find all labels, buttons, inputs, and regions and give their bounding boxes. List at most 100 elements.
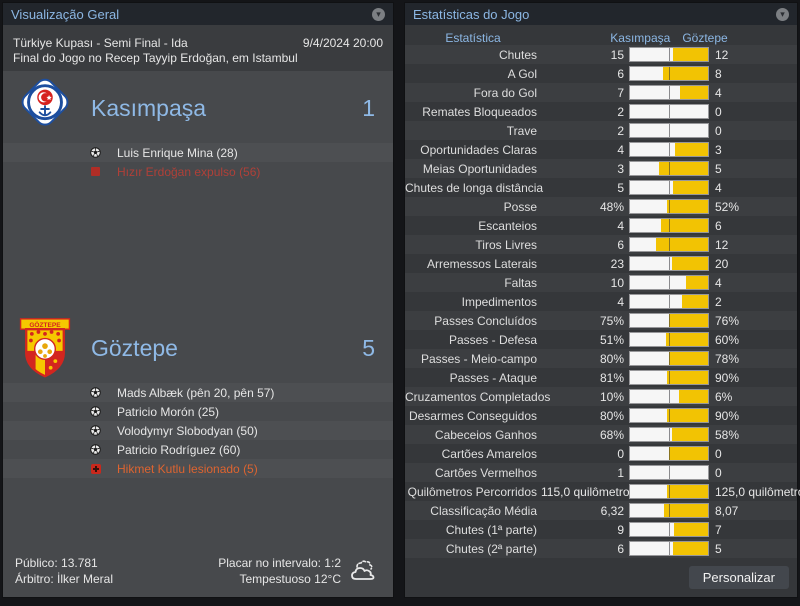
stat-label: Fora do Gol bbox=[473, 85, 537, 100]
stat-row: Chutes (1ª parte) 9 7 bbox=[405, 520, 797, 539]
stat-comparison-bar bbox=[629, 104, 709, 119]
stat-away-value: 7 bbox=[715, 522, 722, 537]
stat-comparison-bar bbox=[629, 218, 709, 233]
stat-comparison-bar bbox=[629, 237, 709, 252]
stat-label: Passes - Defesa bbox=[448, 332, 537, 347]
match-info: Türkiye Kupası - Semi Final - Ida 9/4/20… bbox=[3, 25, 393, 71]
stat-label: Chutes de longa distância bbox=[405, 180, 544, 195]
stat-row: Chutes 15 12 bbox=[405, 45, 797, 64]
stat-bar-center-divider bbox=[669, 428, 670, 441]
away-column-header[interactable]: Göztepe bbox=[682, 31, 728, 45]
kasimpasa-badge-icon bbox=[21, 78, 69, 126]
stat-comparison-bar bbox=[629, 503, 709, 518]
stat-label: Chutes (2ª parte) bbox=[445, 541, 537, 556]
stats-panel-title: Estatísticas do Jogo bbox=[413, 6, 530, 22]
stat-bar-home-share bbox=[630, 238, 656, 251]
stat-label: A Gol bbox=[507, 66, 537, 81]
stat-bar-home-share bbox=[630, 200, 668, 213]
stat-comparison-bar bbox=[629, 180, 709, 195]
stat-comparison-bar bbox=[629, 484, 709, 499]
stat-comparison-bar bbox=[629, 47, 709, 62]
stat-away-value: 76% bbox=[715, 313, 740, 328]
stat-label: Classificação Média bbox=[430, 503, 537, 518]
home-column-header[interactable]: Kasımpaşa bbox=[610, 31, 671, 45]
stats-collapse-button[interactable]: ▾ bbox=[776, 7, 789, 21]
stat-bar-home-share bbox=[630, 86, 680, 99]
stat-bar-home-share bbox=[630, 371, 667, 384]
match-event-row: Luis Enrique Mina (28) bbox=[3, 143, 393, 162]
stat-column-header[interactable]: Estatística bbox=[445, 31, 501, 45]
stats-panel-header: Estatísticas do Jogo ▾ bbox=[405, 3, 797, 25]
match-event-row: Patricio Rodríguez (60) bbox=[3, 440, 393, 459]
injury-icon bbox=[90, 463, 101, 474]
stat-comparison-bar bbox=[629, 408, 709, 423]
stat-home-value: 4 bbox=[617, 218, 624, 233]
stat-row: Faltas 10 4 bbox=[405, 273, 797, 292]
stat-row: Fora do Gol 7 4 bbox=[405, 83, 797, 102]
stat-bar-home-share bbox=[630, 67, 664, 80]
stat-row: Oportunidades Claras 4 3 bbox=[405, 140, 797, 159]
stat-away-value: 4 bbox=[715, 275, 722, 290]
stat-home-value: 23 bbox=[610, 256, 624, 271]
stat-away-value: 12 bbox=[715, 237, 729, 252]
stat-bar-center-divider bbox=[669, 295, 670, 308]
away-team-name[interactable]: Göztepe bbox=[91, 334, 178, 361]
stat-bar-home-share bbox=[630, 276, 686, 289]
stat-label: Meias Oportunidades bbox=[422, 161, 537, 176]
stat-comparison-bar bbox=[629, 389, 709, 404]
stat-home-value: 68% bbox=[599, 427, 624, 442]
stat-row: Quilômetros Percorridos 115,0 quilômetro… bbox=[405, 482, 800, 501]
stat-row: Cartões Amarelos 0 0 bbox=[405, 444, 797, 463]
stat-bar-center-divider bbox=[669, 48, 670, 61]
event-text: Luis Enrique Mina (28) bbox=[117, 145, 238, 160]
stat-label: Cartões Amarelos bbox=[441, 446, 537, 461]
home-team-name[interactable]: Kasımpaşa bbox=[91, 94, 207, 121]
stat-bar-home-share bbox=[630, 181, 674, 194]
stat-home-value: 51% bbox=[599, 332, 624, 347]
stat-comparison-bar bbox=[629, 313, 709, 328]
stat-bar-home-share bbox=[630, 219, 662, 232]
customize-button[interactable]: Personalizar bbox=[688, 566, 789, 589]
stat-comparison-bar bbox=[629, 123, 709, 138]
stat-comparison-bar bbox=[629, 370, 709, 385]
stat-label: Trave bbox=[506, 123, 537, 138]
stat-bar-home-share bbox=[630, 143, 675, 156]
goal-ball-icon bbox=[90, 425, 101, 437]
stat-home-value: 6 bbox=[617, 541, 624, 556]
weather-label: Tempestuoso 12°C bbox=[239, 572, 341, 586]
stat-home-value: 10 bbox=[610, 275, 624, 290]
match-overview-panel: Visualização Geral ▾ Türkiye Kupası - Se… bbox=[2, 2, 394, 598]
stat-away-value: 2 bbox=[715, 294, 722, 309]
stat-away-value: 0 bbox=[715, 465, 722, 480]
stat-comparison-bar bbox=[629, 332, 709, 347]
stat-home-value: 9 bbox=[617, 522, 624, 537]
stat-bar-home-share bbox=[630, 314, 669, 327]
stat-label: Remates Bloqueados bbox=[422, 104, 537, 119]
stat-away-value: 6% bbox=[715, 389, 733, 404]
stat-label: Cartões Vermelhos bbox=[434, 465, 537, 480]
stat-away-value: 0 bbox=[715, 446, 722, 461]
stat-comparison-bar bbox=[629, 446, 709, 461]
stat-bar-center-divider bbox=[669, 181, 670, 194]
stat-away-value: 5 bbox=[715, 541, 722, 556]
footer-right: Placar no intervalo: 1:2 Tempestuoso 12°… bbox=[218, 555, 381, 587]
stat-bar-center-divider bbox=[669, 314, 670, 327]
stat-bar-center-divider bbox=[669, 542, 670, 555]
stats-column-headers: Estatística Kasımpaşa Göztepe bbox=[405, 31, 797, 45]
stat-home-value: 2 bbox=[617, 104, 624, 119]
match-event-row: Hızır Erdoğan expulso (56) bbox=[3, 162, 393, 181]
stat-away-value: 125,0 quilômetros bbox=[715, 484, 800, 499]
stat-comparison-bar bbox=[629, 427, 709, 442]
stat-label: Impedimentos bbox=[461, 294, 537, 309]
stat-label: Tiros Livres bbox=[475, 237, 537, 252]
stat-away-value: 4 bbox=[715, 180, 722, 195]
stat-bar-home-share bbox=[630, 542, 673, 555]
svg-text:GÖZTEPE: GÖZTEPE bbox=[29, 320, 61, 329]
stat-away-value: 5 bbox=[715, 161, 722, 176]
stat-away-value: 8,07 bbox=[715, 503, 739, 518]
overview-collapse-button[interactable]: ▾ bbox=[372, 7, 385, 21]
attendance-label: Público: 13.781 bbox=[15, 556, 98, 570]
stat-row: Impedimentos 4 2 bbox=[405, 292, 797, 311]
stat-bar-center-divider bbox=[669, 447, 670, 460]
stat-comparison-bar bbox=[629, 275, 709, 290]
